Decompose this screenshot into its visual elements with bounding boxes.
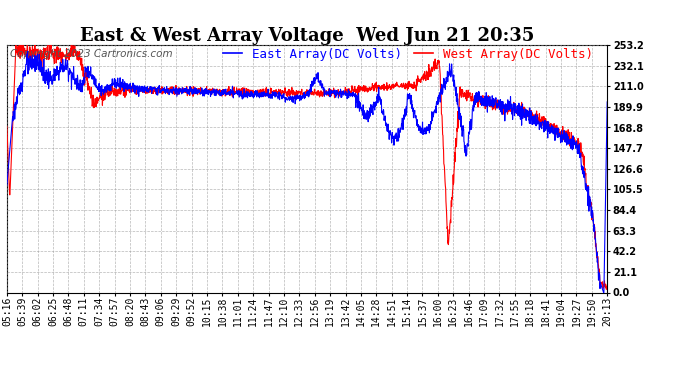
Text: Copyright 2023 Cartronics.com: Copyright 2023 Cartronics.com — [10, 49, 172, 59]
Legend: East Array(DC Volts), West Array(DC Volts): East Array(DC Volts), West Array(DC Volt… — [218, 42, 598, 66]
Title: East & West Array Voltage  Wed Jun 21 20:35: East & West Array Voltage Wed Jun 21 20:… — [80, 27, 534, 45]
